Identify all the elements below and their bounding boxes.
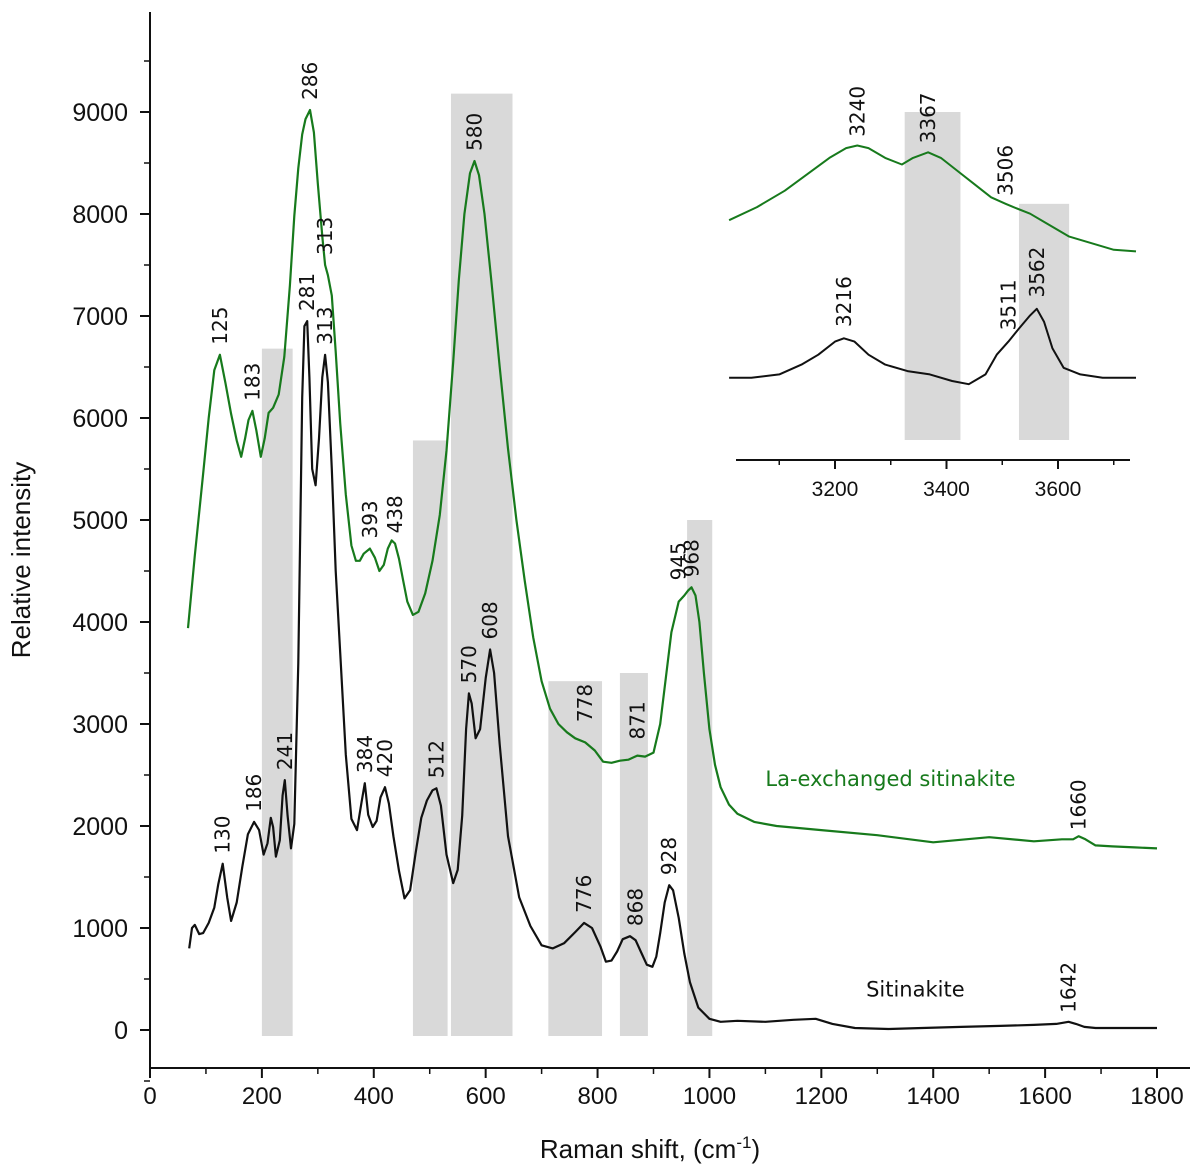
x-axis-title: Raman shift, (cm-1)	[540, 1133, 760, 1164]
inset-peak-label-la-3240: 3240	[845, 86, 869, 137]
peak-label-la-580: 580	[462, 113, 486, 151]
peak-label-la-968: 968	[680, 539, 704, 577]
shaded-band-5	[687, 520, 713, 1036]
peak-label-band-871: 871	[625, 701, 649, 739]
peak-label-la-125: 125	[208, 307, 232, 345]
y-tick-label-0: 0	[114, 1017, 128, 1045]
peak-label-sit-313: 313	[313, 307, 337, 345]
y-tick-label-6000: 6000	[72, 405, 128, 433]
peak-label-la-945: 945	[667, 542, 691, 580]
inset-peak-label-sit-3216: 3216	[832, 276, 856, 327]
peak-label-la-286: 286	[298, 62, 322, 100]
series-line-la-exchanged	[186, 108, 1158, 850]
peak-label-sit-130: 130	[211, 816, 235, 854]
x-tick-label-0: 0	[143, 1083, 156, 1110]
x-axis-title-main: Raman shift, (cm	[540, 1134, 737, 1164]
peak-label-la-183: 183	[240, 363, 264, 401]
peak-label-sit-241: 241	[273, 732, 297, 770]
inset-peak-label-sit-3562: 3562	[1025, 247, 1049, 298]
x-tick-label-800: 800	[578, 1083, 618, 1110]
x-tick-label-1800: 1800	[1130, 1083, 1183, 1110]
inset-x-tick-label-3600: 3600	[1035, 478, 1082, 501]
inset-series-line-la-exchanged	[728, 144, 1137, 253]
y-tick-label-2000: 2000	[72, 813, 128, 841]
peak-label-sit-776: 776	[572, 875, 596, 913]
peak-label-la-313: 313	[313, 217, 337, 255]
x-axis-title-sup: -1	[736, 1133, 751, 1152]
x-axis-title-close: )	[751, 1134, 760, 1164]
x-tick-label-200: 200	[242, 1083, 282, 1110]
peak-label-la-1660: 1660	[1067, 779, 1091, 830]
peak-label-sit-281: 281	[295, 273, 319, 311]
inset-x-tick-label-3400: 3400	[923, 478, 970, 501]
peak-label-sit-928: 928	[657, 837, 681, 875]
peak-label-la-393: 393	[358, 500, 382, 538]
y-axis-title: Relative intensity	[6, 462, 36, 659]
inset-peak-label-la-3367: 3367	[916, 92, 940, 143]
peak-label-sit-570: 570	[457, 645, 481, 683]
shaded-band-4	[619, 673, 648, 1036]
shaded-band-1	[412, 440, 448, 1036]
peak-label-sit-384: 384	[353, 735, 377, 773]
inset-peak-label-la-3506: 3506	[994, 145, 1018, 196]
x-tick-label-1200: 1200	[795, 1083, 848, 1110]
peak-label-la-438: 438	[383, 495, 407, 533]
peak-label-sit-1642: 1642	[1057, 962, 1081, 1013]
series-label-la-exchanged: La-exchanged sitinakite	[765, 767, 1015, 791]
peak-label-sit-512: 512	[424, 740, 448, 778]
y-tick-label-8000: 8000	[72, 201, 128, 229]
shaded-band-0	[261, 348, 293, 1036]
y-tick-label-3000: 3000	[72, 711, 128, 739]
x-tick-label-600: 600	[466, 1083, 506, 1110]
series-line-sitinakite	[188, 320, 1157, 1031]
series-layer	[186, 108, 1158, 1031]
axes: 0 200 400 600 800 1000 1200 1400 1600 1800 0 1000 20…	[72, 12, 1190, 1110]
inset-band-0	[904, 112, 961, 440]
x-tick-label-1600: 1600	[1018, 1083, 1071, 1110]
x-tick-label-400: 400	[354, 1083, 394, 1110]
y-tick-label-5000: 5000	[72, 507, 128, 535]
series-label-sitinakite: Sitinakite	[866, 977, 965, 1001]
y-tick-label-1000: 1000	[72, 915, 128, 943]
peak-label-band-778: 778	[573, 684, 597, 722]
inset-peak-label-sit-3511: 3511	[996, 279, 1020, 330]
peak-label-sit-186: 186	[242, 774, 266, 812]
shaded-band-2	[450, 93, 513, 1036]
y-tick-label-4000: 4000	[72, 609, 128, 637]
peak-label-sit-608: 608	[478, 601, 502, 639]
peak-label-sit-420: 420	[373, 739, 397, 777]
x-tick-label-1400: 1400	[907, 1083, 960, 1110]
x-tick-label-1000: 1000	[683, 1083, 736, 1110]
shaded-band-3	[548, 681, 603, 1036]
y-tick-label-9000: 9000	[72, 99, 128, 127]
y-tick-label-7000: 7000	[72, 303, 128, 331]
inset-x-tick-label-3200: 3200	[812, 478, 859, 501]
inset-series-line-sitinakite	[729, 307, 1136, 386]
peak-label-sit-868: 868	[624, 888, 648, 926]
